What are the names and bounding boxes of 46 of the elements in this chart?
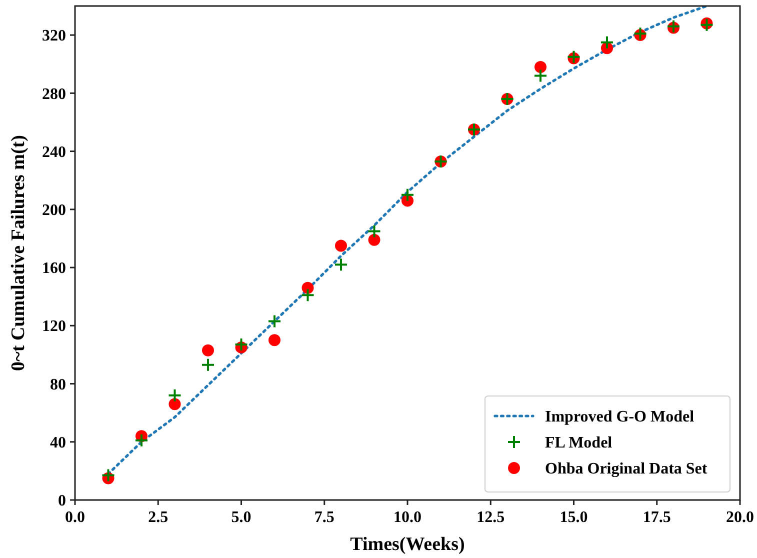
point xyxy=(534,68,548,83)
y-tick-label: 120 xyxy=(42,318,66,336)
point xyxy=(335,240,347,252)
point xyxy=(302,282,314,294)
x-tick-label: 7.5 xyxy=(314,509,334,526)
legend-label: Ohba Original Data Set xyxy=(545,460,708,478)
y-tick-label: 280 xyxy=(42,86,66,103)
y-axis-title: 0~t Cumulative Failures m(t) xyxy=(8,135,29,371)
y-tick-label: 0 xyxy=(58,492,66,510)
x-tick-label: 15.0 xyxy=(560,509,588,526)
point xyxy=(201,358,215,372)
point xyxy=(368,234,380,246)
point xyxy=(101,468,116,482)
point xyxy=(534,61,546,74)
point xyxy=(300,288,315,302)
x-tick-label: 17.5 xyxy=(642,509,671,526)
x-tick-label: 12.5 xyxy=(476,509,505,526)
x-tick-label: 0.0 xyxy=(65,509,85,526)
x-tick-label: 20.0 xyxy=(726,509,754,526)
y-tick-label: 320 xyxy=(42,28,66,45)
x-tick-label: 10.0 xyxy=(394,509,422,526)
legend-label: FL Model xyxy=(545,434,613,452)
point xyxy=(168,388,182,402)
point xyxy=(666,19,680,34)
y-tick-label: 240 xyxy=(42,144,66,161)
y-tick-label: 40 xyxy=(50,434,66,452)
point xyxy=(400,188,414,202)
point xyxy=(234,338,248,352)
y-tick-label: 80 xyxy=(50,376,66,394)
legend-label: Improved G-O Model xyxy=(545,408,695,426)
point xyxy=(168,398,181,410)
y-tick-label: 200 xyxy=(42,202,66,220)
point xyxy=(600,35,614,50)
point xyxy=(134,433,148,448)
point xyxy=(268,334,280,346)
x-axis-title: Times(Weeks) xyxy=(350,534,465,555)
point xyxy=(202,344,214,356)
point xyxy=(334,258,348,272)
x-tick-label: 5.0 xyxy=(231,509,252,526)
point xyxy=(367,224,382,238)
x-tick-label: 2.5 xyxy=(148,509,168,526)
y-tick-label: 160 xyxy=(42,260,66,278)
point xyxy=(268,314,282,328)
point xyxy=(700,18,714,32)
point xyxy=(566,50,581,64)
point xyxy=(633,26,648,41)
